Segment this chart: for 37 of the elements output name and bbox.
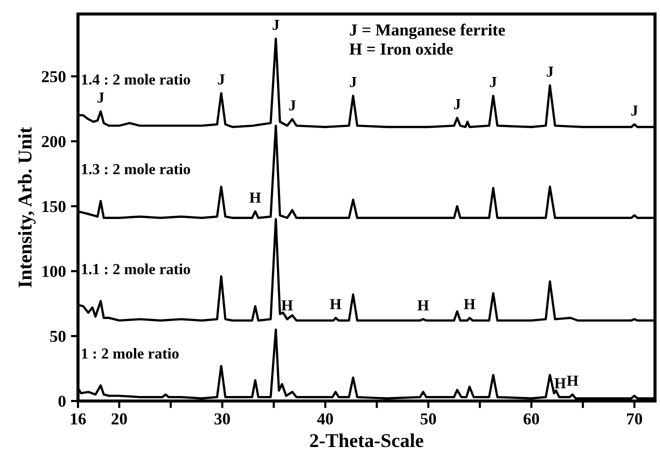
x-tick-label: 30	[214, 413, 230, 425]
x-tick-label: 60	[524, 413, 540, 425]
annotation: H = Iron oxide	[349, 43, 453, 55]
annotation: H	[281, 300, 293, 310]
annotation: H	[554, 378, 566, 388]
annotation: H	[417, 300, 429, 310]
series-label: 1.4 : 2 mole ratio	[82, 74, 190, 85]
annotation: J	[272, 20, 280, 30]
annotation: J	[490, 77, 497, 88]
y-tick-label: 0	[58, 396, 66, 407]
x-tick-label: 70	[627, 413, 642, 425]
y-tick-label: 50	[50, 330, 66, 342]
y-tick-label: 100	[42, 266, 66, 278]
annotation: J	[98, 92, 104, 103]
text: 1.1 : 2 mole ratio	[82, 264, 190, 274]
y-tick-label: 150	[42, 200, 66, 212]
annotation: J	[350, 77, 357, 88]
annotation: H	[330, 299, 342, 310]
x-tick-label: 16	[71, 413, 86, 425]
annotation: H	[464, 299, 476, 310]
x-tick-label: 50	[420, 413, 436, 425]
annotation: J = Manganese ferrite	[350, 24, 505, 40]
annotation: J	[546, 66, 554, 77]
x-tick-label: 20	[112, 413, 127, 425]
annotation: J	[454, 99, 461, 110]
y-tick-label: 200	[42, 136, 66, 148]
y-axis-title: Intensity, Arb. Unit	[18, 127, 36, 288]
annotation: J	[218, 74, 225, 85]
text: 1.3 : 2 mole ratio	[82, 164, 190, 174]
x-axis-title: 2-Theta-Scale	[310, 433, 424, 448]
x-tick-label: 40	[317, 413, 333, 425]
annotation: H	[566, 376, 578, 386]
series-label: 1 : 2 mole ratio	[82, 348, 179, 359]
annotation: J	[631, 106, 638, 116]
annotation: H	[250, 192, 261, 203]
annotation: J	[289, 100, 296, 111]
y-tick-label: 250	[42, 71, 66, 82]
